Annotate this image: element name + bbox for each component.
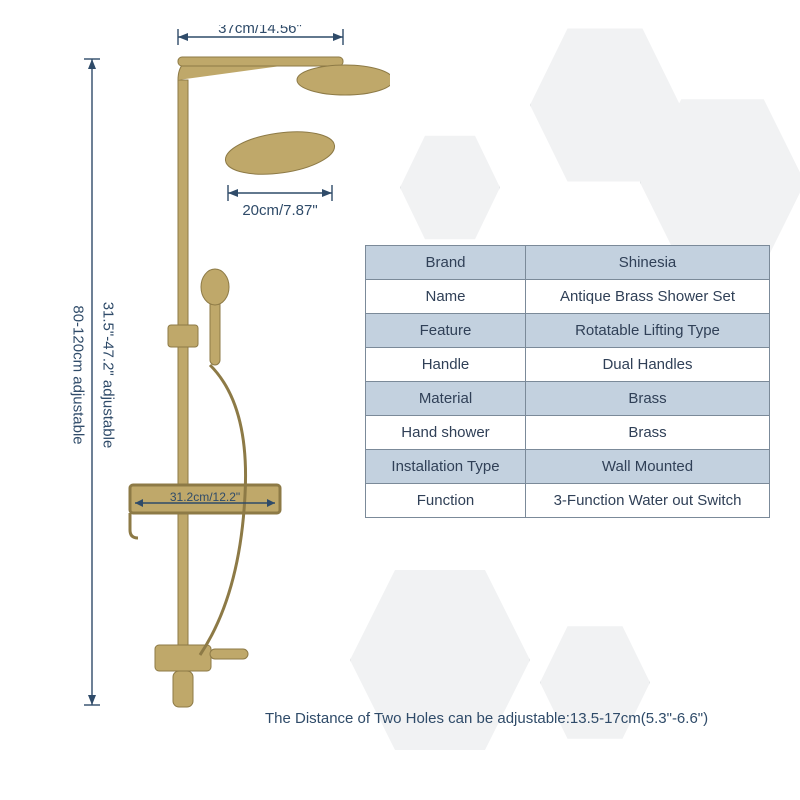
spec-val: Brass [526,382,770,416]
spec-key: Material [366,382,526,416]
spec-table: BrandShinesiaNameAntique Brass Shower Se… [365,245,770,518]
spec-key: Handle [366,348,526,382]
product-diagram: 37cm/14.56" 20cm/7.87" 80-120cm adjustab… [60,25,390,725]
spec-key: Installation Type [366,450,526,484]
spec-val: Brass [526,416,770,450]
spec-val: Dual Handles [526,348,770,382]
dim-height-cm: 80-120cm adjustable [70,305,87,444]
dim-shelf: 31.2cm/12.2" [170,490,240,504]
spec-table-body: BrandShinesiaNameAntique Brass Shower Se… [366,246,770,518]
table-row: Hand showerBrass [366,416,770,450]
spec-key: Brand [366,246,526,280]
spec-val: 3-Function Water out Switch [526,484,770,518]
table-row: BrandShinesia [366,246,770,280]
spec-val: Wall Mounted [526,450,770,484]
table-row: Function3-Function Water out Switch [366,484,770,518]
footer-note: The Distance of Two Holes can be adjusta… [265,710,708,727]
dim-arm: 37cm/14.56" [218,25,302,37]
spec-val: Rotatable Lifting Type [526,314,770,348]
table-row: MaterialBrass [366,382,770,416]
spec-key: Feature [366,314,526,348]
table-row: FeatureRotatable Lifting Type [366,314,770,348]
hexagon-decor [400,130,500,245]
spec-val: Antique Brass Shower Set [526,280,770,314]
table-row: Installation TypeWall Mounted [366,450,770,484]
spec-key: Function [366,484,526,518]
dim-height-in: 31.5"-47.2" adjustable [100,302,117,449]
table-row: HandleDual Handles [366,348,770,382]
spec-val: Shinesia [526,246,770,280]
spec-key: Name [366,280,526,314]
dim-head: 20cm/7.87" [242,202,317,219]
table-row: NameAntique Brass Shower Set [366,280,770,314]
spec-key: Hand shower [366,416,526,450]
